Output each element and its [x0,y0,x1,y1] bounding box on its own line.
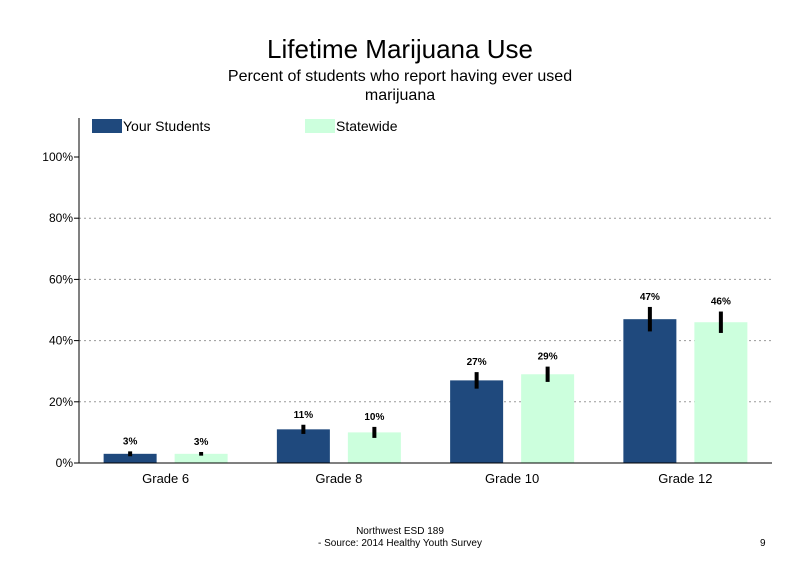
y-tick-label: 20% [49,395,73,409]
data-label: 3% [194,437,209,448]
data-label: 29% [538,352,558,363]
y-tick-label: 100% [42,150,73,164]
bar [521,374,575,463]
legend-label: Your Students [123,118,210,134]
bar [694,322,748,463]
bar [450,380,504,463]
x-tick-label: Grade 12 [658,471,712,486]
footer-line1: Northwest ESD 189 [356,526,444,537]
data-label: 3% [123,436,138,447]
data-label: 46% [711,297,731,308]
x-tick-label: Grade 8 [315,471,362,486]
y-tick-label: 0% [56,456,74,470]
axes: 0% 20% 40% 60% 80% 100% Grade 6 Grade 8 Grade 10… [42,118,772,486]
bar [623,319,677,463]
error-bars [128,306,723,457]
bar [103,453,157,463]
data-label: 47% [640,292,660,303]
chart-subtitle: Percent of students who report having ev… [227,68,573,104]
page-number: 9 [760,538,766,549]
data-label: 11% [294,410,314,421]
x-tick-label: Grade 10 [485,471,539,486]
footer-source: - Source: 2014 Healthy Youth Survey [318,538,482,549]
y-tick-label: 80% [49,211,73,225]
legend-swatch [305,119,335,133]
data-label: 27% [467,357,487,368]
legend: Your Students Statewide [92,118,398,134]
legend-label: Statewide [336,118,398,134]
x-tick-label: Grade 6 [142,471,189,486]
bar [276,429,330,463]
footer: Northwest ESD 189 - Source: 2014 Healthy… [250,526,550,550]
data-labels: 3% 3% 11% 10% 27% 29% 47% 46% [123,292,731,448]
data-label: 10% [364,412,384,423]
gridlines [79,217,772,403]
y-tick-label: 40% [49,334,73,348]
chart-title: Lifetime Marijuana Use [267,34,533,64]
y-tick-label: 60% [49,272,73,286]
bar [174,453,228,463]
legend-swatch [92,119,122,133]
